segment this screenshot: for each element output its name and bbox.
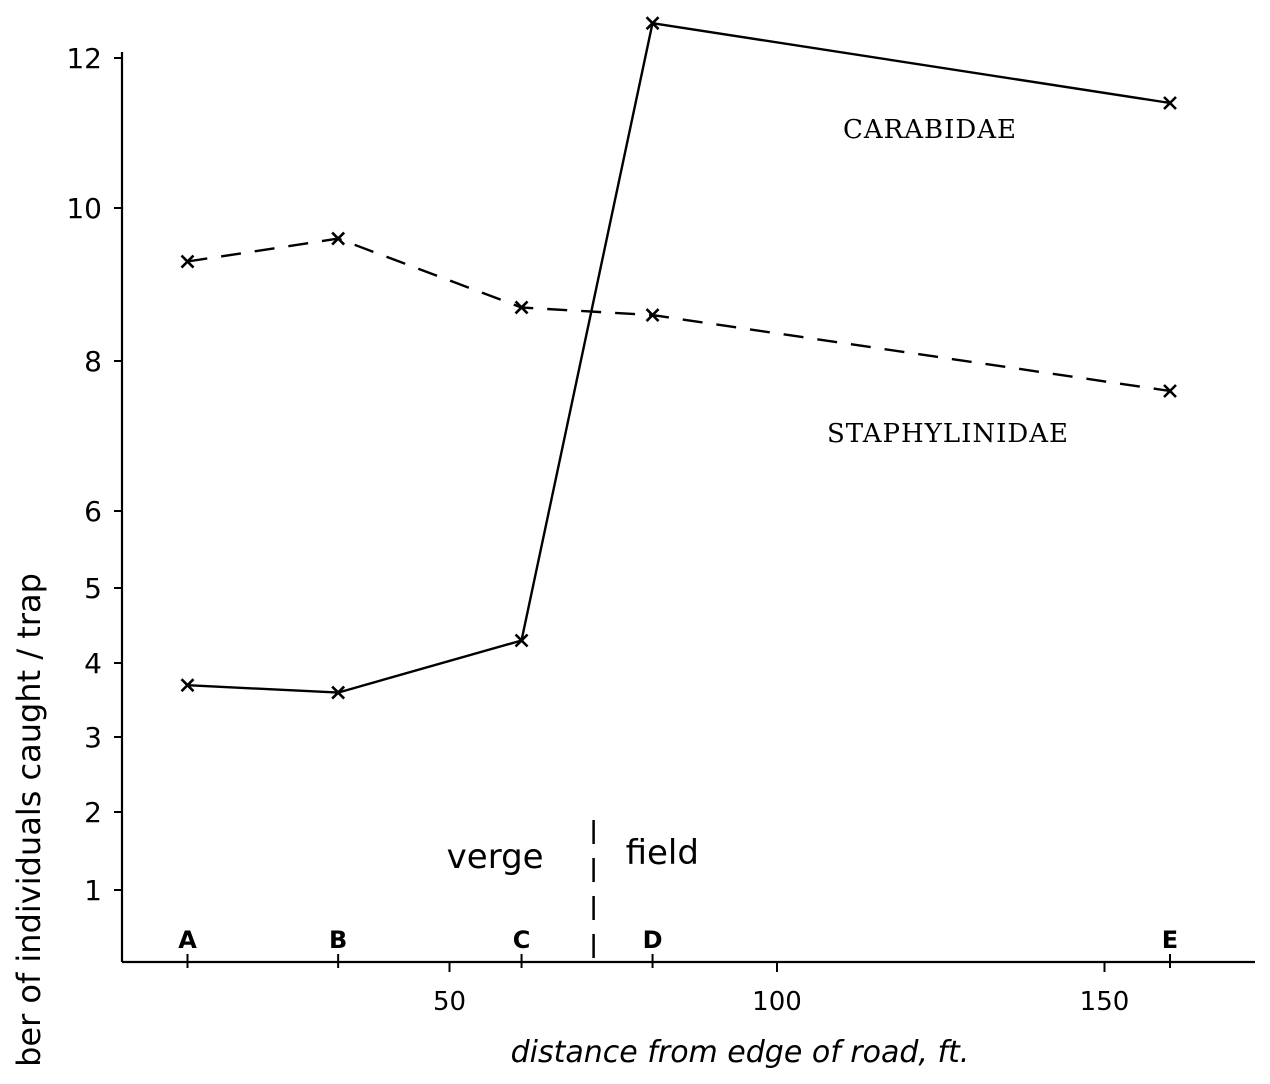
data-point-marker xyxy=(645,16,660,31)
marker-stroke xyxy=(514,300,529,315)
marker-stroke xyxy=(331,231,346,246)
zone-annotations: verge field xyxy=(447,820,699,962)
x-tick-label: 50 xyxy=(433,987,466,1017)
series-line-carabidae xyxy=(187,22,1171,694)
station-label: E xyxy=(1162,926,1178,954)
data-point-marker xyxy=(180,678,195,693)
data-point-marker xyxy=(331,685,346,700)
series-line-staphylinidae xyxy=(187,237,1171,393)
y-tick-label: 3 xyxy=(84,721,102,754)
axes xyxy=(120,52,1255,964)
data-point-marker xyxy=(645,308,660,323)
station-label: B xyxy=(329,926,347,954)
zone-label-verge: verge xyxy=(447,837,544,877)
marker-stroke xyxy=(1163,384,1177,398)
station-label: C xyxy=(513,926,531,954)
x-axis-label: distance from edge of road, ft. xyxy=(511,1035,970,1070)
data-point-marker xyxy=(1163,384,1177,398)
marker-stroke xyxy=(331,685,346,700)
marker-stroke xyxy=(645,308,660,323)
data-point-marker xyxy=(180,254,195,269)
marker-stroke xyxy=(1163,96,1177,110)
series-label-carabidae: CARABIDAE xyxy=(843,115,1017,145)
data-point-marker xyxy=(1163,96,1177,110)
y-tick-label: 4 xyxy=(84,647,102,680)
data-point-marker xyxy=(514,633,529,648)
y-tick-label: 5 xyxy=(84,572,102,605)
marker-stroke xyxy=(645,16,660,31)
zone-label-field: field xyxy=(626,833,699,873)
x-tick-label: 150 xyxy=(1080,987,1130,1017)
series-label-staphylinidae: STAPHYLINIDAE xyxy=(827,419,1069,449)
station-label: A xyxy=(178,926,197,954)
y-tick-label: 6 xyxy=(84,495,102,528)
x-tick-label: 100 xyxy=(752,987,802,1017)
y-tick-label: 10 xyxy=(66,192,102,225)
station-label: D xyxy=(643,926,663,954)
data-point-marker xyxy=(331,231,346,246)
y-tick-label: 12 xyxy=(66,42,102,75)
y-tick-label: 1 xyxy=(84,874,102,907)
y-tick-label: 2 xyxy=(84,796,102,829)
data-point-marker xyxy=(514,300,529,315)
y-tick-label: 8 xyxy=(84,345,102,378)
series-labels: CARABIDAE STAPHYLINIDAE xyxy=(827,115,1069,449)
x-axis-ticks: 50 100 150 xyxy=(433,962,1129,1017)
marker-stroke xyxy=(514,633,529,648)
data-series xyxy=(180,16,1177,700)
marker-stroke xyxy=(180,678,195,693)
station-labels: A B C D E xyxy=(178,926,1178,968)
y-axis-label: ber of individuals caught / trap xyxy=(10,573,48,1067)
marker-stroke xyxy=(180,254,195,269)
